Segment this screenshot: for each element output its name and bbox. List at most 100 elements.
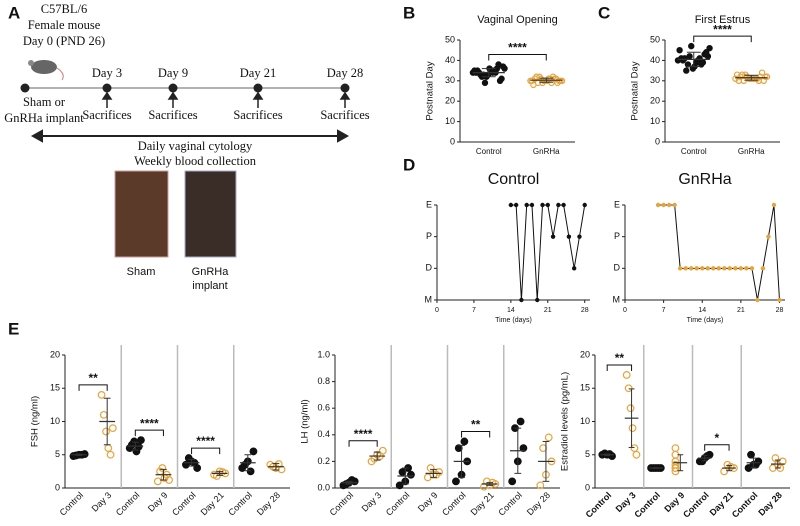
mouse-icon [31,60,57,74]
data-point [628,424,637,433]
x-tick-label: GnRHa [533,147,560,156]
data-point [106,450,115,459]
data-point [561,202,566,208]
chart-title: Vaginal Opening [477,14,558,26]
x-tick-label: 21 [544,307,552,314]
x-tick-label: 14 [698,307,706,314]
data-point [540,202,545,208]
x-tick-label: Control [496,490,524,518]
significance-bracket [488,53,547,61]
data-point [753,75,761,82]
photo-sham [114,170,169,258]
series-line [510,204,586,301]
data-point [624,384,633,393]
x-tick-label: Day 28 [255,490,282,517]
y-tick-label: 0.4 [317,429,330,439]
data-point [516,417,525,426]
data-point [671,460,680,469]
timeline-dot [102,83,112,93]
data-point [711,266,716,271]
data-point [681,55,688,62]
data-point [672,202,677,208]
data-point [536,481,545,490]
significance-bracket [704,444,730,451]
x-tick-label: 7 [662,307,666,314]
data-point [524,202,529,208]
y-tick-label: D [426,263,433,273]
y-tick-label: 20 [445,96,455,106]
timeline-dot [340,83,350,93]
data-point [460,437,469,446]
data-point [481,79,489,87]
significance-bracket [606,364,633,371]
x-tick-label: Day 21 [199,490,226,517]
data-point [632,450,641,459]
y-tick-label: E [614,199,620,209]
y-tick-label: 5 [55,449,60,459]
data-point [749,266,755,271]
x-tick-label: 28 [776,307,784,314]
x-tick-label: Day 28 [756,490,784,518]
y-tick-label: 1.0 [317,349,330,359]
data-point [778,457,787,466]
y-tick-label: 20 [650,96,660,106]
significance-label: **** [354,427,373,441]
data-point [766,234,771,239]
day0: Day 0 (PND 26) [23,34,105,48]
data-point [530,81,537,89]
significance-bracket [134,429,164,437]
x-tick-label: Day 21 [469,490,496,517]
data-point [508,202,514,208]
timepoint: Day 9 [158,66,188,80]
y-tick-label: 0.2 [317,456,330,466]
y-tick-label: 30 [650,75,660,85]
x-tick-label: GnRHa [738,147,765,156]
significance-bracket [461,430,491,438]
mouse-ear [28,60,34,66]
timepoint: Day 28 [327,66,363,80]
data-point [677,266,683,271]
data-point [535,297,540,303]
panel-letter: B [403,3,415,22]
panel-letter: D [403,155,415,174]
data-point [727,266,733,271]
significance-bracket [348,440,378,447]
sacrifice: Sacrifices [320,108,369,122]
data-point [407,470,415,479]
x-tick-label: 0 [435,307,439,314]
data-point [700,266,705,271]
y-axis-label: LH (ng/ml) [300,399,311,443]
mouse-tail [56,67,64,81]
y-tick-label: 10 [580,416,590,426]
data-point [671,444,680,453]
y-axis-label: Postnatal Day [630,61,641,120]
data-point [482,477,491,486]
data-point [102,427,110,436]
x-axis-label: Time (days) [687,317,724,324]
y-axis-label: Postnatal Day [425,61,436,120]
data-point [550,234,556,239]
y-tick-label: 30 [445,75,455,85]
data-point [99,410,108,419]
x-tick-label: Control [328,490,356,518]
x-tick-label: 7 [472,307,476,314]
sacrifice: Sacrifices [148,108,197,122]
x-tick-label: Control [681,147,707,156]
y-tick-label: 15 [50,383,60,393]
significance-label: **** [196,434,215,448]
data-point [519,444,528,453]
data-point [760,266,766,271]
data-point [626,404,635,413]
x-tick-label: Control [226,490,254,518]
y-tick-label: 50 [650,34,660,44]
data-point [529,202,535,208]
data-point [676,47,683,54]
data-point [704,53,712,60]
data-point [97,391,106,399]
y-tick-label: 20 [50,349,60,359]
timeline-dot [168,83,178,93]
significance-bracket [191,447,221,455]
series-line [658,204,780,301]
data-point [582,202,587,208]
